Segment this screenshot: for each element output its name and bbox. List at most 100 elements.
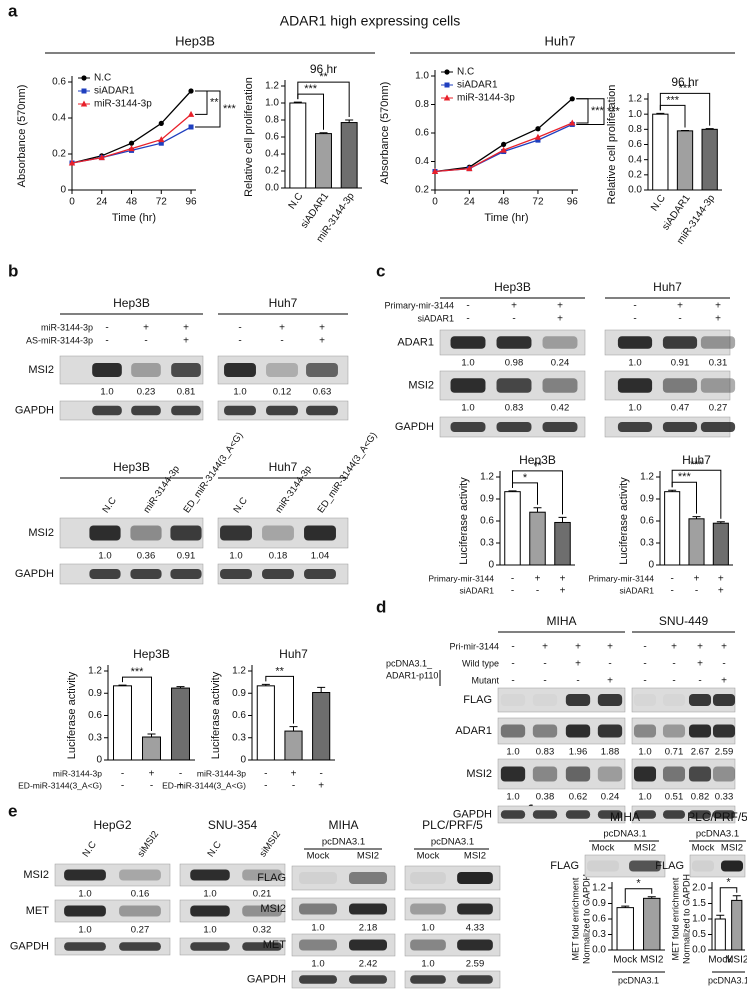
- condition-sign: -: [105, 323, 108, 334]
- blot-band: [662, 810, 686, 819]
- blot-band: [688, 694, 712, 706]
- band-quant: 0.91: [177, 551, 196, 562]
- condition-sign: -: [319, 769, 322, 780]
- x-axis-label: pcDNA3.1: [708, 975, 747, 985]
- condition-sign: -: [264, 781, 267, 792]
- x-tick-label: 0: [69, 197, 75, 208]
- error-bar: [317, 686, 326, 693]
- blot-band: [92, 405, 122, 416]
- bar: [712, 522, 729, 566]
- blot-band: [496, 422, 532, 432]
- y-tick-label: 0.8: [628, 124, 642, 135]
- blot-band: [349, 903, 387, 915]
- band-quant: 0.23: [137, 387, 156, 398]
- error-bar: [716, 521, 725, 524]
- y-tick-label: 0.6: [265, 132, 279, 143]
- blot-band: [688, 766, 712, 782]
- error-bar: [668, 489, 677, 492]
- bar: [652, 113, 669, 191]
- blot-title: MIHA: [610, 810, 640, 824]
- blot-band: [700, 422, 736, 432]
- marker: [431, 167, 439, 174]
- blot-band: [457, 872, 493, 884]
- column-label: N.C: [232, 495, 250, 515]
- condition-sign: -: [238, 336, 241, 347]
- band-quant: 1.0: [311, 959, 324, 970]
- condition-sign: -: [512, 314, 515, 325]
- y-axis-label: Luciferase activity: [458, 477, 470, 565]
- blot-title: Huh7: [653, 280, 682, 294]
- band-quant: 2.59: [715, 747, 734, 758]
- blot-band: [532, 724, 558, 738]
- blot-band: [720, 860, 744, 872]
- blot-band: [119, 942, 161, 951]
- y-axis-label: Relative cell proliferation: [606, 85, 618, 205]
- condition-sign: +: [694, 574, 700, 585]
- x-axis-label: Time (hr): [112, 212, 156, 224]
- blot-title: PLC/PRF/5: [422, 818, 483, 832]
- band-quant: 0.21: [253, 889, 272, 900]
- marker: [466, 165, 473, 172]
- marker: [188, 124, 194, 130]
- significance-bracket: [671, 469, 722, 519]
- error-bar: [558, 516, 567, 523]
- condition-label: Primary-mir-3144: [428, 573, 494, 583]
- row-label: MSI2: [28, 527, 54, 539]
- panel-label: c: [376, 261, 385, 280]
- blot-band: [533, 694, 557, 706]
- marker: [569, 119, 576, 126]
- blot-title: Hep3B: [494, 280, 531, 294]
- condition-sign: -: [698, 676, 701, 687]
- error-bar: [289, 726, 298, 732]
- chart-title: 96 hr: [310, 62, 337, 76]
- blot-band: [410, 903, 446, 915]
- x-tick-label: MSI2: [725, 955, 747, 966]
- blot-title: Hep3B: [113, 460, 150, 474]
- band-quant: 1.0: [506, 792, 519, 803]
- condition-sign: -: [511, 642, 514, 653]
- y-tick-label: 1.2: [640, 472, 654, 483]
- row-label: MSI2: [466, 768, 492, 780]
- condition-sign: -: [670, 586, 673, 597]
- error-bar: [118, 684, 127, 686]
- bar: [142, 736, 161, 761]
- legend-marker: [81, 75, 87, 81]
- band-quant: 0.91: [671, 358, 690, 369]
- panel-label: e: [8, 801, 17, 820]
- column-label: MSI2: [357, 851, 379, 862]
- blot-band: [662, 422, 698, 432]
- x-tick-label: 72: [532, 197, 544, 208]
- significance-bracket: [719, 887, 738, 913]
- blot-band: [700, 336, 736, 349]
- blot-band: [457, 903, 493, 915]
- condition-sign: -: [643, 676, 646, 687]
- condition-sign: -: [543, 676, 546, 687]
- y-axis-label: Absorbance (570nm): [16, 85, 28, 188]
- blot-title: SNU-449: [659, 614, 709, 628]
- band-quant: 1.0: [229, 551, 242, 562]
- row-label: FLAG: [550, 860, 579, 872]
- row-label: FLAG: [655, 860, 684, 872]
- column-label: Mock: [592, 843, 615, 854]
- bar: [504, 491, 521, 566]
- condition-sign: -: [576, 676, 579, 687]
- figure-title: ADAR1 high expressing cells: [280, 13, 461, 29]
- blot-band: [565, 766, 591, 782]
- condition-sign: +: [575, 642, 581, 653]
- y-tick-label: 0.6: [592, 914, 606, 925]
- significance-bracket: [659, 92, 711, 126]
- condition-sign: +: [279, 323, 285, 334]
- blot-band: [532, 810, 558, 819]
- significance-label: ***: [690, 459, 704, 471]
- band-quant: 0.33: [715, 792, 734, 803]
- condition-sign: +: [183, 323, 189, 334]
- blot-membrane: [404, 865, 501, 891]
- blot-band: [500, 766, 526, 782]
- y-tick-label: 0.6: [232, 710, 246, 721]
- band-quant: 0.16: [131, 889, 150, 900]
- blot-band: [89, 569, 121, 579]
- legend-marker: [80, 100, 88, 107]
- y-tick-label: 0.3: [640, 538, 654, 549]
- x-tick-label: Mock: [613, 955, 638, 966]
- row-label: GAPDH: [15, 568, 54, 580]
